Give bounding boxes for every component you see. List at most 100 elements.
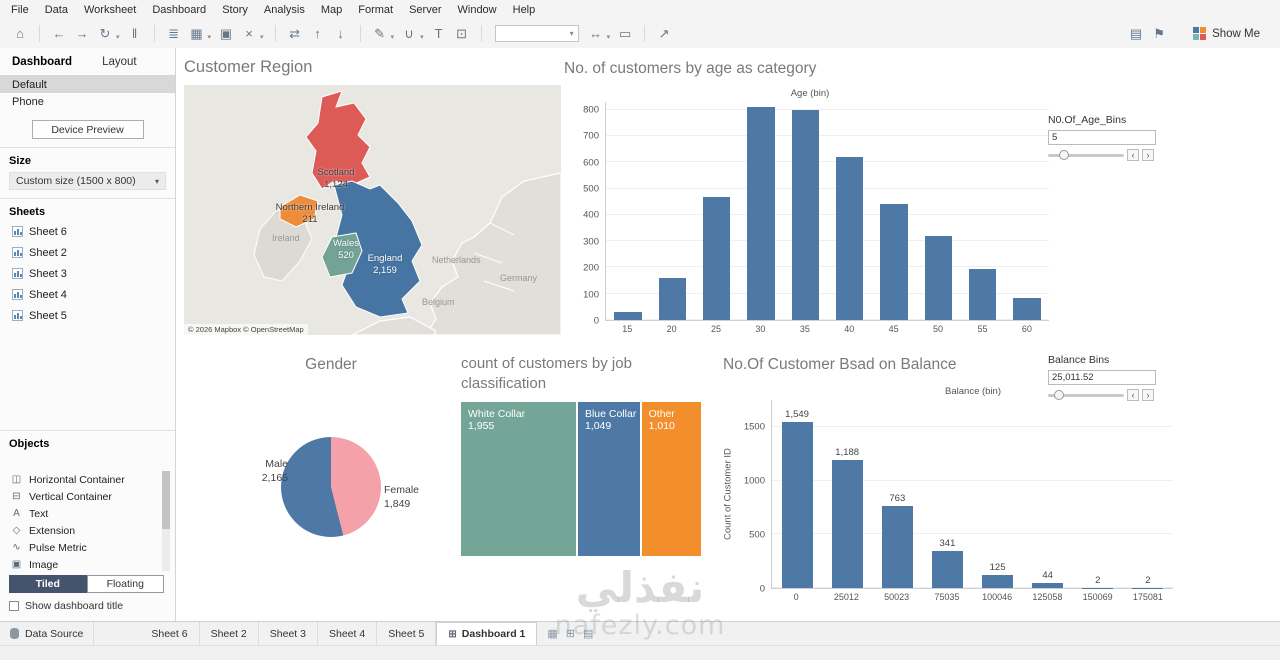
objects-scrollbar[interactable] [162,471,170,571]
device-mode-phone[interactable]: Phone [12,95,44,108]
bar-35[interactable] [791,109,820,320]
menu-file[interactable]: File [11,3,29,16]
sidebar-item-sheet-5[interactable]: Sheet 5 [0,305,175,326]
show-mark-labels-icon[interactable]: T [434,26,443,41]
menu-map[interactable]: Map [320,3,343,16]
highlight-icon-caret[interactable]: ▾ [390,33,395,41]
show-dashboard-title-row[interactable]: Show dashboard title [9,600,123,612]
tab-dashboard-1[interactable]: ⊞ Dashboard 1 [436,622,538,645]
bar-75035[interactable] [931,551,963,588]
object-extension[interactable]: ◇ Extension [0,522,175,539]
bar-50[interactable] [924,235,952,320]
flag-icon[interactable]: ⚑ [1153,25,1165,41]
refresh-icon-caret[interactable]: ▾ [116,33,120,41]
redo-icon[interactable]: → [75,26,89,41]
data-source-tab[interactable]: Data Source [0,622,95,645]
map-region-wales[interactable] [321,232,363,278]
treemap-block-other[interactable]: Other 1,010 [641,402,701,556]
gender-pie[interactable] [281,437,381,537]
map-region-scotland[interactable] [305,90,371,190]
show-me-button[interactable]: Show Me [1183,24,1270,43]
treemap-block-blue-collar[interactable]: Blue Collar 1,049 [577,402,640,556]
age-bins-slider-handle[interactable] [1058,149,1069,160]
decrement-arrow-icon[interactable]: ‹ [1127,389,1139,401]
tab-sheet-5[interactable]: Sheet 5 [377,622,437,645]
tooltip-icon[interactable]: ▤ [1129,25,1143,41]
menu-analysis[interactable]: Analysis [263,3,305,16]
floating-button[interactable]: Floating [86,575,164,593]
balance-bins-slider-handle[interactable] [1054,389,1065,400]
tab-sheet-4[interactable]: Sheet 4 [318,622,378,645]
tiled-button[interactable]: Tiled [9,575,87,593]
clear-sheet-icon-caret[interactable]: ▾ [260,33,264,41]
device-mode-default[interactable]: Default [0,76,175,93]
tab-sheet-3[interactable]: Sheet 3 [259,622,318,645]
new-data-source-icon[interactable]: ≣ [168,25,179,41]
checkbox-icon[interactable] [9,601,19,611]
size-dropdown[interactable]: Custom size (1500 x 800) ▾ [9,172,166,190]
group-members-icon[interactable]: ∪ [404,25,414,41]
map-region-northern-ireland[interactable] [279,194,319,228]
treemap-block-white-collar[interactable]: White Collar 1,955 [461,402,576,556]
clear-sheet-icon[interactable]: × [245,26,253,41]
bar-100046[interactable] [982,574,1014,588]
menu-dashboard[interactable]: Dashboard [152,3,207,16]
tab-dashboard[interactable]: Dashboard [12,55,73,68]
sidebar-item-sheet-6[interactable]: Sheet 6 [0,221,175,242]
age-bins-input[interactable] [1048,130,1156,145]
bar-40[interactable] [835,157,864,320]
share-icon[interactable]: ↗ [658,25,670,41]
object-vertical-container[interactable]: ⊟ Vertical Container [0,488,175,505]
balance-bins-input[interactable] [1048,370,1156,385]
undo-icon[interactable]: ← [52,26,66,41]
group-members-icon-caret[interactable]: ▾ [420,33,424,41]
bar-0[interactable] [781,421,813,588]
customer-region-map[interactable]: Scotland 1,124 Northern Ireland 211 Wale… [184,85,561,335]
bar-25012[interactable] [831,460,863,588]
bar-60[interactable] [1013,297,1041,320]
presentation-mode-icon[interactable]: ▭ [618,25,632,41]
object-horizontal-container[interactable]: ◫ Horizontal Container [0,471,175,488]
bar-30[interactable] [747,107,775,320]
refresh-icon[interactable]: ↻ [99,25,111,41]
pause-updates-icon[interactable]: ‖ [131,26,138,41]
fit-width-icon[interactable]: ↔ [589,26,603,41]
new-worksheet-button[interactable]: ▦ [547,628,558,640]
fit-width-icon-caret[interactable]: ▾ [606,33,611,41]
new-dashboard-button[interactable]: ⊞ [565,628,576,640]
new-story-button[interactable]: ▤ [583,628,594,640]
bar-15[interactable] [614,312,642,320]
highlight-icon[interactable]: ✎ [374,25,385,41]
menu-data[interactable]: Data [44,3,68,16]
menu-format[interactable]: Format [358,3,394,16]
bar-45[interactable] [880,204,908,320]
scrollbar-thumb[interactable] [162,471,170,529]
fix-axes-icon[interactable]: ⊡ [456,25,468,41]
decrement-arrow-icon[interactable]: ‹ [1127,149,1139,161]
new-worksheet-icon-caret[interactable]: ▾ [207,33,212,41]
menu-story[interactable]: Story [222,3,248,16]
fit-selector-dropdown[interactable]: ▾ [494,25,579,42]
object-text[interactable]: A Text [0,505,175,522]
age-bins-slider-track[interactable] [1048,149,1124,160]
bar-20[interactable] [658,277,687,320]
bar-55[interactable] [968,268,997,320]
sort-descending-icon[interactable]: ↓ [337,26,344,41]
object-image[interactable]: ▣ Image [0,556,175,573]
sidebar-item-sheet-2[interactable]: Sheet 2 [0,242,175,263]
menu-worksheet[interactable]: Worksheet [83,3,137,16]
bar-25[interactable] [703,196,731,320]
duplicate-sheet-icon[interactable]: ▣ [219,25,233,41]
tab-sheet-2[interactable]: Sheet 2 [200,622,259,645]
sort-ascending-icon[interactable]: ↑ [314,26,321,41]
object-pulse-metric[interactable]: ∿ Pulse Metric [0,539,175,556]
bar-125058[interactable] [1032,583,1064,588]
menu-window[interactable]: Window [457,3,497,16]
increment-arrow-icon[interactable]: › [1142,389,1154,401]
home-icon[interactable]: ⌂ [16,26,24,41]
menu-help[interactable]: Help [512,3,536,16]
device-preview-button[interactable]: Device Preview [31,120,144,139]
bar-50023[interactable] [881,506,913,588]
tab-layout[interactable]: Layout [102,55,137,68]
sidebar-item-sheet-4[interactable]: Sheet 4 [0,284,175,305]
